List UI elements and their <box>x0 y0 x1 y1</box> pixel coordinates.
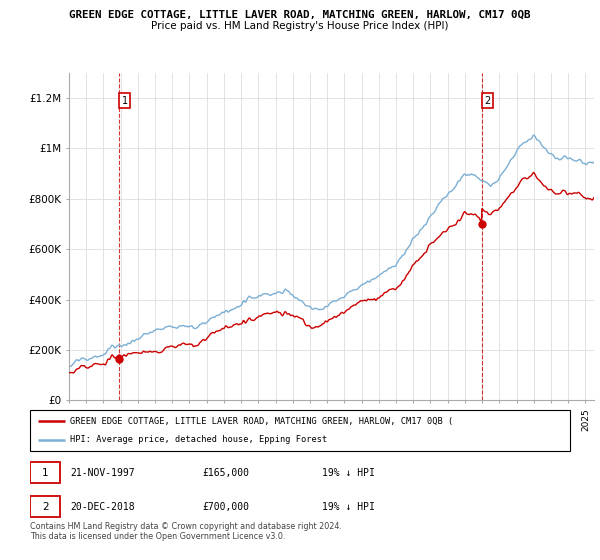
Text: 1: 1 <box>42 468 49 478</box>
FancyBboxPatch shape <box>30 410 570 451</box>
Text: 19% ↓ HPI: 19% ↓ HPI <box>322 468 374 478</box>
Text: 19% ↓ HPI: 19% ↓ HPI <box>322 502 374 512</box>
Text: 1: 1 <box>121 96 128 106</box>
Text: 21-NOV-1997: 21-NOV-1997 <box>71 468 135 478</box>
Text: 2: 2 <box>484 96 490 106</box>
Text: £165,000: £165,000 <box>203 468 250 478</box>
FancyBboxPatch shape <box>30 463 60 483</box>
Text: Contains HM Land Registry data © Crown copyright and database right 2024.
This d: Contains HM Land Registry data © Crown c… <box>30 522 342 542</box>
Text: Price paid vs. HM Land Registry's House Price Index (HPI): Price paid vs. HM Land Registry's House … <box>151 21 449 31</box>
Text: £700,000: £700,000 <box>203 502 250 512</box>
Text: 2: 2 <box>42 502 49 512</box>
Text: GREEN EDGE COTTAGE, LITTLE LAVER ROAD, MATCHING GREEN, HARLOW, CM17 0QB: GREEN EDGE COTTAGE, LITTLE LAVER ROAD, M… <box>69 10 531 20</box>
Text: GREEN EDGE COTTAGE, LITTLE LAVER ROAD, MATCHING GREEN, HARLOW, CM17 0QB (: GREEN EDGE COTTAGE, LITTLE LAVER ROAD, M… <box>71 417 454 426</box>
Text: HPI: Average price, detached house, Epping Forest: HPI: Average price, detached house, Eppi… <box>71 436 328 445</box>
FancyBboxPatch shape <box>30 496 60 517</box>
Text: 20-DEC-2018: 20-DEC-2018 <box>71 502 135 512</box>
